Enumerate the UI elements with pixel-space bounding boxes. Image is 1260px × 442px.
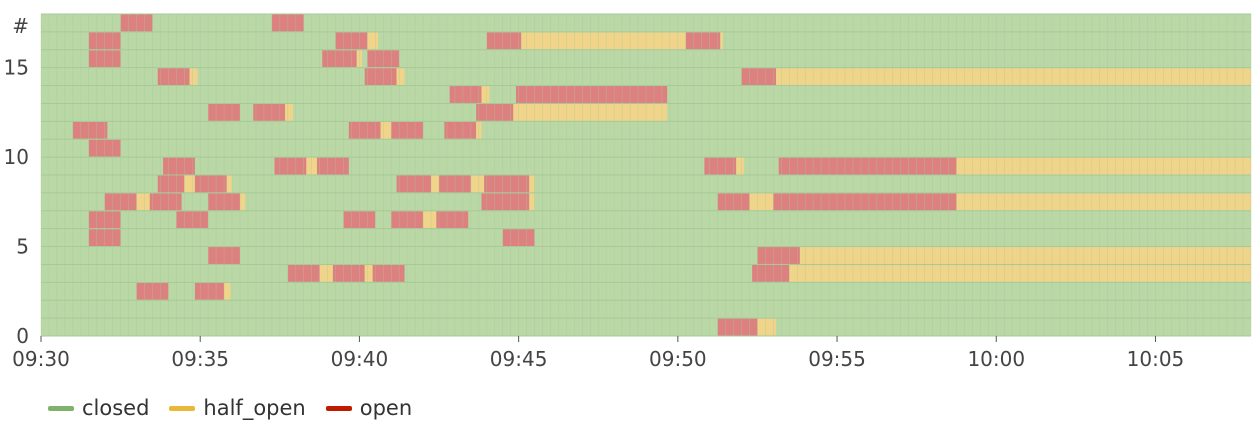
legend-item-half-open[interactable]: half_open bbox=[169, 396, 306, 420]
cell-open-row-9 bbox=[274, 157, 307, 175]
cell-open-row-12 bbox=[253, 103, 286, 121]
cell-open-row-8 bbox=[396, 175, 432, 193]
cell-half-open-row-3 bbox=[364, 264, 373, 282]
legend-label-half-open: half_open bbox=[203, 396, 306, 420]
cell-open-row-11 bbox=[72, 121, 108, 139]
cell-half-open-row-16 bbox=[367, 32, 378, 50]
cell-half-open-row-8 bbox=[470, 175, 485, 193]
cell-open-row-8 bbox=[484, 175, 530, 193]
cell-half-open-row-16 bbox=[521, 32, 686, 50]
x-tick-label: 10:00 bbox=[967, 347, 1025, 371]
cell-half-open-row-8 bbox=[431, 175, 440, 193]
x-tick-label: 09:30 bbox=[12, 347, 70, 371]
cell-open-row-14 bbox=[157, 68, 190, 86]
cell-open-row-8 bbox=[157, 175, 185, 193]
x-tick-label: 09:35 bbox=[171, 347, 229, 371]
y-axis-label: # bbox=[12, 14, 29, 38]
x-tick-label: 09:55 bbox=[808, 347, 866, 371]
cell-open-row-0 bbox=[717, 318, 758, 336]
cell-open-row-9 bbox=[316, 157, 349, 175]
cell-half-open-row-6 bbox=[423, 211, 437, 229]
cell-open-row-16 bbox=[486, 32, 522, 50]
legend-swatch-closed bbox=[48, 405, 74, 411]
legend-item-open[interactable]: open bbox=[325, 396, 413, 420]
cell-open-row-7 bbox=[481, 193, 530, 211]
cell-open-row-9 bbox=[704, 157, 737, 175]
legend-label-closed: closed bbox=[82, 396, 150, 420]
legend-label-open: open bbox=[359, 396, 413, 420]
y-tick-label: 15 bbox=[4, 56, 29, 80]
legend-swatch-half-open bbox=[169, 405, 196, 411]
cell-open-row-14 bbox=[364, 68, 397, 86]
y-axis: 0 5 10 15 # bbox=[4, 14, 29, 348]
cell-half-open-row-7 bbox=[956, 193, 1251, 211]
cell-half-open-row-0 bbox=[757, 318, 777, 336]
x-tick-label: 09:45 bbox=[490, 347, 548, 371]
cell-half-open-row-12 bbox=[285, 103, 294, 121]
cell-open-row-3 bbox=[372, 264, 405, 282]
y-tick-label: 10 bbox=[4, 145, 29, 169]
y-tick-label: 0 bbox=[16, 324, 29, 348]
cell-open-row-15 bbox=[322, 50, 357, 68]
cell-half-open-row-7 bbox=[136, 193, 150, 211]
cell-half-open-row-16 bbox=[720, 32, 723, 50]
cell-open-row-8 bbox=[194, 175, 227, 193]
cell-half-open-row-14 bbox=[776, 68, 1251, 86]
legend-swatch-open bbox=[325, 405, 352, 411]
cell-half-open-row-7 bbox=[240, 193, 246, 211]
x-tick-label: 10:05 bbox=[1127, 347, 1185, 371]
y-tick-label: 5 bbox=[16, 235, 29, 259]
cell-open-row-13 bbox=[515, 86, 668, 103]
cell-open-row-9 bbox=[778, 157, 957, 175]
cell-open-row-3 bbox=[752, 264, 790, 282]
x-axis: 09:30 09:35 09:40 09:45 09:50 09:55 10:00 10:05 bbox=[12, 336, 1184, 371]
cell-half-open-row-14 bbox=[189, 68, 198, 86]
cell-open-row-14 bbox=[741, 68, 777, 86]
cell-half-open-row-2 bbox=[224, 282, 231, 300]
cell-half-open-row-7 bbox=[529, 193, 535, 211]
cell-half-open-row-8 bbox=[226, 175, 233, 193]
cell-half-open-row-9 bbox=[736, 157, 745, 175]
x-tick-label: 09:50 bbox=[649, 347, 707, 371]
cell-open-row-9 bbox=[163, 157, 195, 175]
cell-open-row-13 bbox=[449, 86, 482, 103]
cell-half-open-row-9 bbox=[956, 157, 1251, 175]
heatmap-chart: 09:30 09:35 09:40 09:45 09:50 09:55 10:00 10:05… bbox=[4, 13, 1252, 371]
cell-open-row-7 bbox=[773, 193, 957, 211]
cell-half-open-row-4 bbox=[799, 247, 1251, 264]
cell-half-open-row-14 bbox=[396, 68, 405, 86]
cell-open-row-6 bbox=[436, 211, 469, 229]
legend-item-closed[interactable]: closed bbox=[48, 396, 149, 420]
cell-half-open-row-11 bbox=[380, 121, 392, 139]
cell-open-row-4 bbox=[757, 247, 800, 264]
cell-half-open-row-8 bbox=[529, 175, 535, 193]
cell-open-row-11 bbox=[444, 121, 477, 139]
cell-half-open-row-13 bbox=[481, 86, 490, 103]
cell-open-row-2 bbox=[194, 282, 225, 300]
cell-open-row-16 bbox=[685, 32, 721, 50]
cell-open-row-3 bbox=[332, 264, 365, 282]
x-tick-label: 09:40 bbox=[331, 347, 389, 371]
legend: closed half_open open bbox=[48, 396, 412, 420]
grid-lines bbox=[40, 13, 1252, 337]
cell-half-open-row-3 bbox=[319, 264, 333, 282]
cell-open-row-7 bbox=[149, 193, 182, 211]
cell-open-row-11 bbox=[348, 121, 381, 139]
cell-half-open-row-8 bbox=[184, 175, 195, 193]
cell-half-open-row-7 bbox=[749, 193, 774, 211]
